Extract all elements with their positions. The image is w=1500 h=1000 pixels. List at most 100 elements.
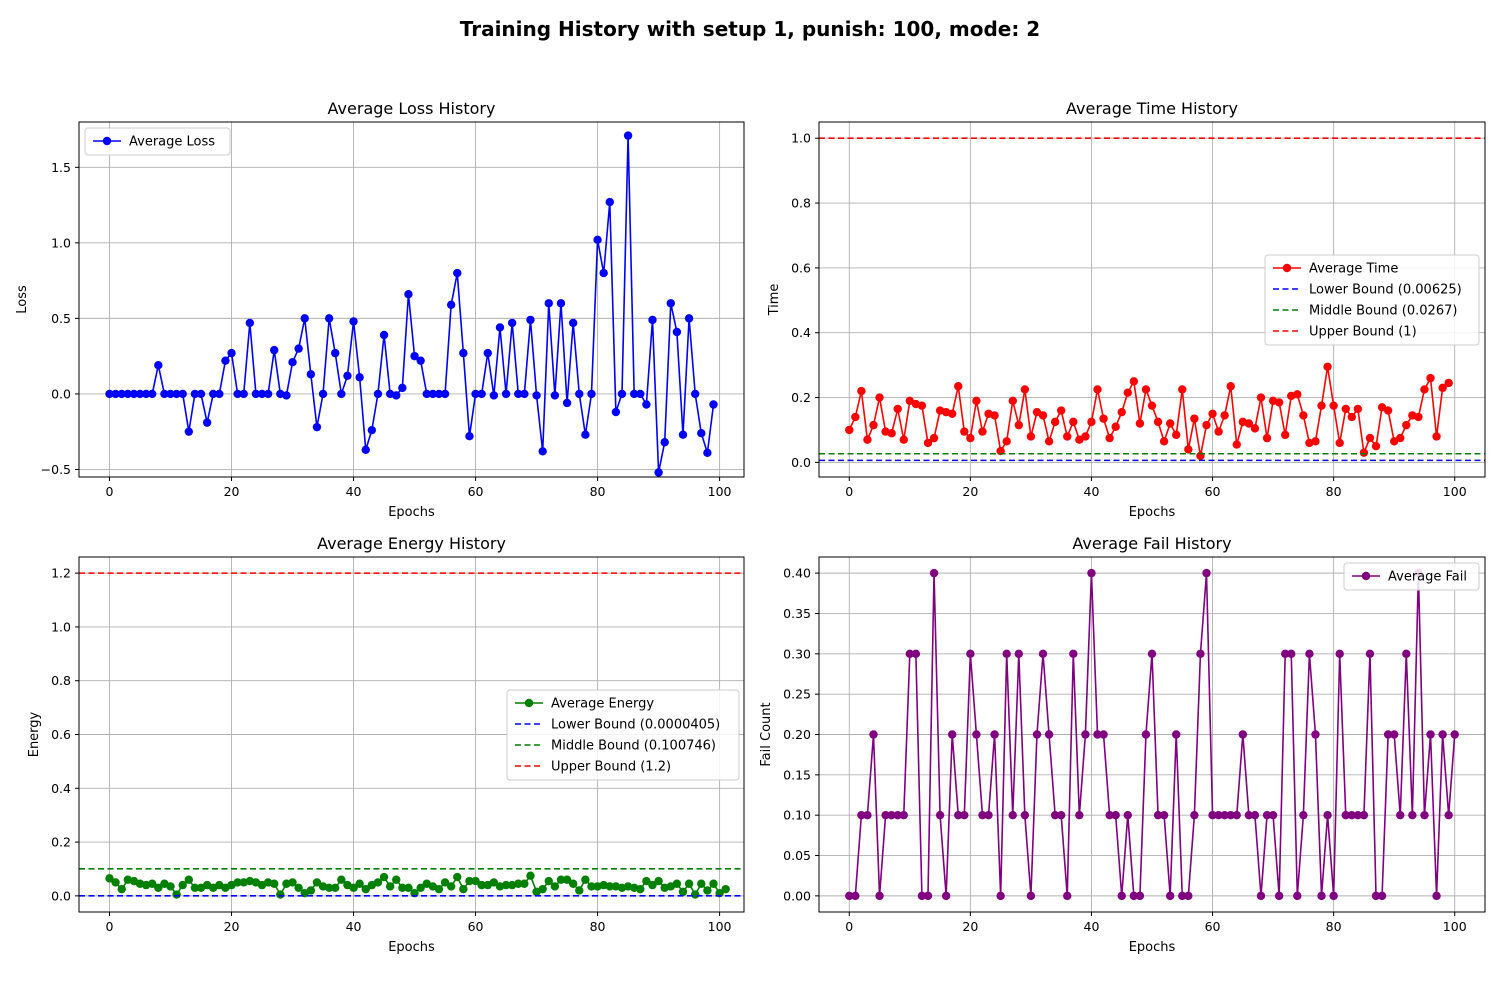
data-point [1196,649,1205,659]
data-point [544,876,553,886]
data-point [1365,433,1375,443]
data-point [105,389,114,399]
y-tick-label: 0.00 [783,888,811,903]
data-point [697,879,706,888]
data-point [863,810,872,820]
data-point [1081,432,1090,441]
x-axis-label: Epochs [1129,505,1176,520]
data-point [373,389,383,399]
data-point [465,876,474,886]
x-tick-label: 20 [962,484,978,499]
data-point [306,370,316,379]
data-point [337,389,346,399]
data-point [1323,362,1332,371]
data-point [105,874,114,883]
legend-marker [1361,571,1371,581]
data-point [440,389,450,399]
data-point [184,427,194,436]
data-point [562,398,572,408]
data-point [581,430,590,439]
data-point [1341,404,1350,414]
data-point [385,882,395,891]
data-point [1008,810,1017,820]
data-point [495,323,505,332]
data-point [300,314,309,323]
y-tick-label: 0.30 [783,646,811,661]
data-point [1450,730,1459,739]
data-point [459,348,468,358]
data-point [935,810,945,820]
data-point [514,879,523,888]
data-point [990,730,999,739]
data-point [1232,810,1241,820]
data-point [257,389,267,399]
data-point [263,389,273,399]
data-point [1032,730,1042,739]
axes-frame [78,121,745,478]
data-point [1178,891,1187,901]
data-point [1202,568,1211,578]
data-point [465,432,474,441]
data-point [1190,810,1199,820]
data-point [1123,810,1132,820]
data-point [221,356,230,365]
x-tick-label: 0 [845,484,853,499]
data-point [1238,730,1248,739]
data-point [520,389,529,399]
data-point [1335,438,1344,448]
data-point [893,404,902,414]
data-point [489,391,499,400]
data-point [251,389,261,399]
data-point [526,315,535,325]
legend-marker [102,136,112,146]
data-point [1317,401,1326,410]
data-point [648,315,657,325]
chart-panel-3: 0 20 40 60 80 100 0.0 0.2 0.4 0.6 0.8 1.0 1.2 Average… [27,534,745,955]
data-point [489,878,499,887]
data-point [1347,412,1357,422]
data-point [1002,437,1011,446]
data-point [288,357,297,367]
data-point [312,878,322,887]
data-point [1432,432,1441,441]
data-point [851,891,860,901]
data-point [1311,437,1320,446]
legend-box [1264,254,1480,346]
data-point [1353,810,1363,820]
data-point [477,880,486,890]
data-point [581,875,590,884]
data-point [1408,810,1417,820]
data-point [1002,649,1011,659]
data-point [587,389,596,399]
data-point [1444,810,1453,820]
data-point [324,883,334,892]
data-point [471,876,480,886]
data-point [190,389,200,399]
data-point [1159,810,1169,820]
data-point [1099,730,1108,739]
data-point [501,880,511,890]
data-point [1396,433,1405,443]
data-point [501,389,511,399]
legend-label: Lower Bound (0.0000405) [551,718,720,733]
data-point [660,438,669,447]
legend-label: Upper Bound (1) [1309,325,1417,340]
y-tick-label: 1.2 [51,566,71,581]
data-point [331,348,340,358]
data-point [111,878,120,887]
x-tick-label: 40 [1084,484,1100,499]
data-point [1184,445,1193,454]
data-point [343,371,352,380]
data-point [1244,419,1254,428]
data-point [282,391,291,400]
data-point [477,389,486,399]
data-point [1274,891,1284,901]
data-point [1329,401,1338,410]
y-axis-label: Loss [15,285,30,314]
data-point [410,351,419,361]
data-point [972,396,981,406]
chart-title: Average Loss History [328,99,496,118]
data-point [294,883,303,892]
data-point [1172,430,1181,440]
